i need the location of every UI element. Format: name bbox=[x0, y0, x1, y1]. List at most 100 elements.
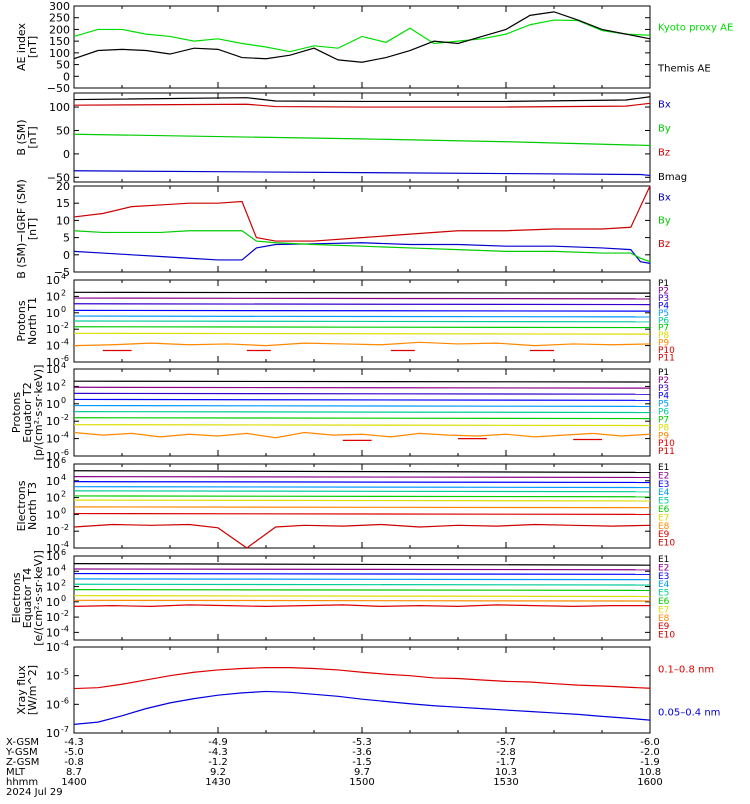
legend-label: E10 bbox=[658, 631, 675, 641]
series-line bbox=[73, 230, 651, 263]
series-line bbox=[73, 512, 651, 516]
legend-label: E7 bbox=[658, 605, 669, 615]
series-line bbox=[73, 583, 651, 586]
legend-label: P1 bbox=[658, 368, 669, 378]
y-tick-exponent: 4 bbox=[61, 361, 66, 370]
series-line bbox=[73, 424, 651, 427]
series-line bbox=[73, 690, 651, 725]
y-tick-exponent: -5 bbox=[61, 668, 69, 677]
legend-label: Bmag bbox=[658, 172, 687, 183]
y-tick-label: 10 bbox=[46, 450, 60, 463]
legend-label: E8 bbox=[658, 614, 670, 624]
y-tick-label: 10 bbox=[46, 596, 60, 609]
legend-label: P6 bbox=[658, 408, 669, 418]
y-tick-exponent: 0 bbox=[61, 396, 66, 405]
series-line bbox=[73, 470, 651, 473]
series-line bbox=[73, 303, 651, 306]
y-axis-label: B (SM)−IGRF (SM) bbox=[15, 179, 28, 279]
series-line bbox=[73, 291, 651, 294]
ephemeris-value: -5.7 bbox=[496, 737, 516, 748]
y-axis-label: North T3 bbox=[26, 482, 39, 530]
y-axis-label: Electrons bbox=[15, 480, 28, 531]
series-line bbox=[73, 392, 651, 395]
series-line bbox=[73, 572, 651, 575]
legend-label: P2 bbox=[658, 376, 669, 386]
ephemeris-value: -2.8 bbox=[496, 747, 516, 758]
legend-label: P6 bbox=[658, 316, 669, 326]
y-tick-label: 10 bbox=[46, 380, 60, 393]
y-tick-exponent: -4 bbox=[61, 639, 69, 648]
series-line bbox=[73, 170, 651, 177]
series-line bbox=[73, 242, 651, 264]
series-line bbox=[73, 315, 651, 318]
legend-label: E1 bbox=[658, 555, 669, 565]
y-tick-label: 10 bbox=[46, 727, 60, 740]
ephemeris-value: -4.3 bbox=[208, 747, 228, 758]
legend-label: P2 bbox=[658, 286, 669, 296]
y-tick-exponent: 0 bbox=[61, 305, 66, 314]
ephemeris-value: 1430 bbox=[205, 777, 230, 788]
series-line bbox=[73, 506, 651, 509]
y-tick-label: 20 bbox=[56, 180, 70, 193]
ephemeris-row-label: X-GSM bbox=[6, 737, 39, 748]
ephemeris-value: -1.7 bbox=[496, 757, 516, 768]
y-tick-exponent: 2 bbox=[61, 579, 66, 588]
ephemeris-value: 1400 bbox=[61, 777, 86, 788]
y-tick-label: 10 bbox=[46, 356, 60, 369]
ephemeris-value: 10.8 bbox=[639, 767, 661, 778]
y-tick-label: 10 bbox=[46, 626, 60, 639]
ephemeris-value: -0.8 bbox=[64, 757, 84, 768]
series-line bbox=[73, 599, 651, 602]
legend-label: E4 bbox=[658, 488, 670, 498]
y-axis-label: Protons bbox=[10, 392, 23, 433]
series-line bbox=[73, 486, 651, 489]
y-tick-label: 0 bbox=[63, 249, 70, 262]
series-line bbox=[73, 297, 651, 300]
y-tick-exponent: 4 bbox=[61, 473, 66, 482]
ephemeris-value: -5.3 bbox=[352, 737, 372, 748]
y-tick-label: 15 bbox=[56, 197, 70, 210]
legend-label: P11 bbox=[658, 354, 675, 364]
series-line bbox=[73, 563, 651, 566]
legend-label: E8 bbox=[658, 522, 670, 532]
series-line bbox=[73, 588, 651, 591]
y-tick-label: 10 bbox=[56, 214, 70, 227]
y-tick-label: 10 bbox=[46, 323, 60, 336]
ephemeris-value: -6.0 bbox=[640, 737, 660, 748]
y-tick-label: 10 bbox=[46, 525, 60, 538]
y-tick-label: 10 bbox=[46, 611, 60, 624]
y-tick-label: −50 bbox=[47, 171, 70, 184]
series-line bbox=[73, 398, 651, 401]
y-tick-exponent: -4 bbox=[61, 431, 69, 440]
ephemeris-row-label: hhmm bbox=[6, 777, 38, 788]
series-line bbox=[73, 523, 651, 549]
y-axis-label: [p/(cm²·s·sr·keV)] bbox=[32, 365, 45, 461]
y-tick-exponent: 0 bbox=[61, 594, 66, 603]
legend-label: P9 bbox=[658, 339, 669, 349]
ephemeris-value: 1500 bbox=[349, 777, 374, 788]
legend-label: P3 bbox=[658, 294, 669, 304]
series-line bbox=[73, 320, 651, 323]
y-axis-label: [e/(cm²·s·sr·keV)] bbox=[32, 550, 45, 646]
ephemeris-row-label: Z-GSM bbox=[6, 757, 39, 768]
y-tick-exponent: 6 bbox=[61, 456, 66, 465]
y-tick-label: 10 bbox=[46, 641, 60, 654]
series-line bbox=[73, 604, 650, 608]
legend-label: P11 bbox=[658, 447, 675, 457]
y-tick-label: 10 bbox=[46, 307, 60, 320]
panel-frame bbox=[73, 646, 651, 734]
legend-label: P5 bbox=[658, 309, 669, 319]
y-tick-label: 50 bbox=[56, 59, 70, 72]
ephemeris-value: 9.2 bbox=[210, 767, 226, 778]
series-line bbox=[73, 404, 651, 408]
legend-label: E5 bbox=[658, 497, 669, 507]
legend-label: Bz bbox=[658, 148, 670, 159]
series-line bbox=[73, 19, 651, 53]
legend-label: P8 bbox=[658, 331, 669, 341]
ephemeris-value: 1530 bbox=[493, 777, 518, 788]
y-tick-label: 10 bbox=[46, 475, 60, 488]
series-line bbox=[73, 481, 651, 484]
